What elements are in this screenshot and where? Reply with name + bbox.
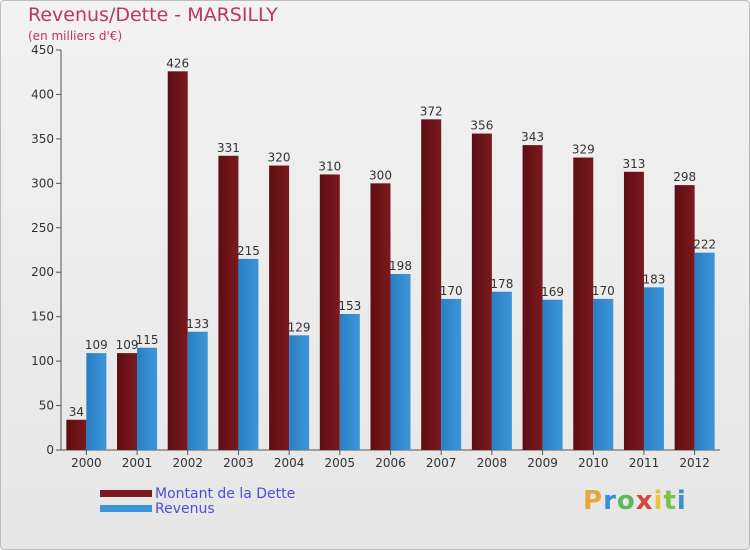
data-label: 426 xyxy=(166,56,189,70)
data-label: 343 xyxy=(521,130,544,144)
data-label: 109 xyxy=(85,338,108,352)
bar-revenus xyxy=(390,274,411,450)
y-tick-label: 400 xyxy=(31,87,54,101)
bar-dette xyxy=(421,119,442,450)
bar-dette xyxy=(522,145,543,450)
data-label: 300 xyxy=(369,168,392,182)
legend-label-dette: Montant de la Dette xyxy=(155,485,296,502)
data-label: 153 xyxy=(338,299,361,313)
bar-dette xyxy=(319,174,340,450)
data-label: 133 xyxy=(186,317,209,331)
data-label: 183 xyxy=(643,272,666,286)
x-tick-label: 2008 xyxy=(477,456,508,470)
data-label: 34 xyxy=(69,405,84,419)
bar-revenus xyxy=(643,287,664,450)
x-tick-label: 2004 xyxy=(274,456,305,470)
data-label: 313 xyxy=(623,157,646,171)
data-label: 170 xyxy=(592,284,615,298)
bar-dette xyxy=(573,157,594,451)
bar-revenus xyxy=(441,298,462,450)
x-tick-label: 2012 xyxy=(679,456,710,470)
data-label: 310 xyxy=(318,159,341,173)
bar-revenus xyxy=(238,258,259,450)
bar-dette xyxy=(370,183,391,451)
x-tick-label: 2010 xyxy=(578,456,609,470)
y-tick-label: 50 xyxy=(39,399,54,413)
logo-letter: x xyxy=(635,486,654,516)
legend-item-dette: Montant de la Dette xyxy=(100,485,296,502)
data-label: 178 xyxy=(490,277,513,291)
data-label: 169 xyxy=(541,285,564,299)
x-tick-label: 2002 xyxy=(172,456,203,470)
legend-swatch-revenus xyxy=(100,505,152,512)
bar-dette xyxy=(471,133,492,451)
bar-revenus xyxy=(187,331,208,450)
y-tick-label: 450 xyxy=(31,43,54,57)
x-tick-label: 2000 xyxy=(71,456,102,470)
x-tick-label: 2005 xyxy=(325,456,356,470)
proxiti-logo: Proxiti xyxy=(583,486,687,516)
data-label: 170 xyxy=(440,284,463,298)
chart-title: Revenus/Dette - MARSILLY xyxy=(28,4,278,26)
bar-revenus xyxy=(86,353,107,450)
data-label: 109 xyxy=(116,338,139,352)
data-label: 356 xyxy=(470,119,493,133)
x-tick-label: 2003 xyxy=(223,456,254,470)
y-tick-label: 350 xyxy=(31,132,54,146)
x-tick-label: 2001 xyxy=(122,456,153,470)
legend-item-revenus: Revenus xyxy=(100,500,295,517)
bar-dette xyxy=(674,185,695,450)
logo-letter: t xyxy=(663,486,677,516)
y-tick-label: 200 xyxy=(31,265,54,279)
data-label: 129 xyxy=(288,320,311,334)
bar-dette xyxy=(269,165,290,451)
legend: Montant de la Dette Revenus xyxy=(100,485,296,517)
legend-swatch-dette xyxy=(100,490,152,497)
y-tick-label: 300 xyxy=(31,176,54,190)
chart-subtitle: (en milliers d'€) xyxy=(28,29,123,43)
data-label: 372 xyxy=(420,104,443,118)
y-tick-label: 250 xyxy=(31,221,54,235)
bar-dette xyxy=(623,171,644,450)
bar-revenus xyxy=(694,252,715,450)
bar-dette xyxy=(66,419,87,450)
logo-letter: i xyxy=(653,486,664,516)
bar-revenus xyxy=(542,299,563,450)
logo-letter: o xyxy=(616,486,636,516)
bar-dette xyxy=(218,155,239,450)
y-tick-label: 0 xyxy=(46,443,54,457)
data-label: 222 xyxy=(693,238,716,252)
x-tick-label: 2009 xyxy=(527,456,558,470)
data-label: 215 xyxy=(237,244,260,258)
data-label: 115 xyxy=(136,333,159,347)
data-label: 329 xyxy=(572,143,595,157)
x-tick-label: 2007 xyxy=(426,456,457,470)
bar-revenus xyxy=(137,347,158,450)
logo-letter: i xyxy=(676,486,687,516)
x-tick-label: 2006 xyxy=(375,456,406,470)
data-label: 320 xyxy=(268,151,291,165)
y-tick-label: 100 xyxy=(31,354,54,368)
bar-dette xyxy=(167,71,188,450)
x-tick-label: 2011 xyxy=(629,456,660,470)
logo-letter: P xyxy=(583,486,604,516)
data-label: 198 xyxy=(389,259,412,273)
logo-letter: r xyxy=(603,486,617,516)
bar-revenus xyxy=(491,291,512,450)
data-label: 331 xyxy=(217,141,240,155)
bar-dette xyxy=(117,353,138,450)
data-label: 298 xyxy=(673,170,696,184)
bar-revenus xyxy=(289,335,310,450)
bar-revenus xyxy=(339,314,360,450)
legend-label-revenus: Revenus xyxy=(155,500,215,517)
y-tick-label: 150 xyxy=(31,310,54,324)
bar-revenus xyxy=(593,298,614,450)
